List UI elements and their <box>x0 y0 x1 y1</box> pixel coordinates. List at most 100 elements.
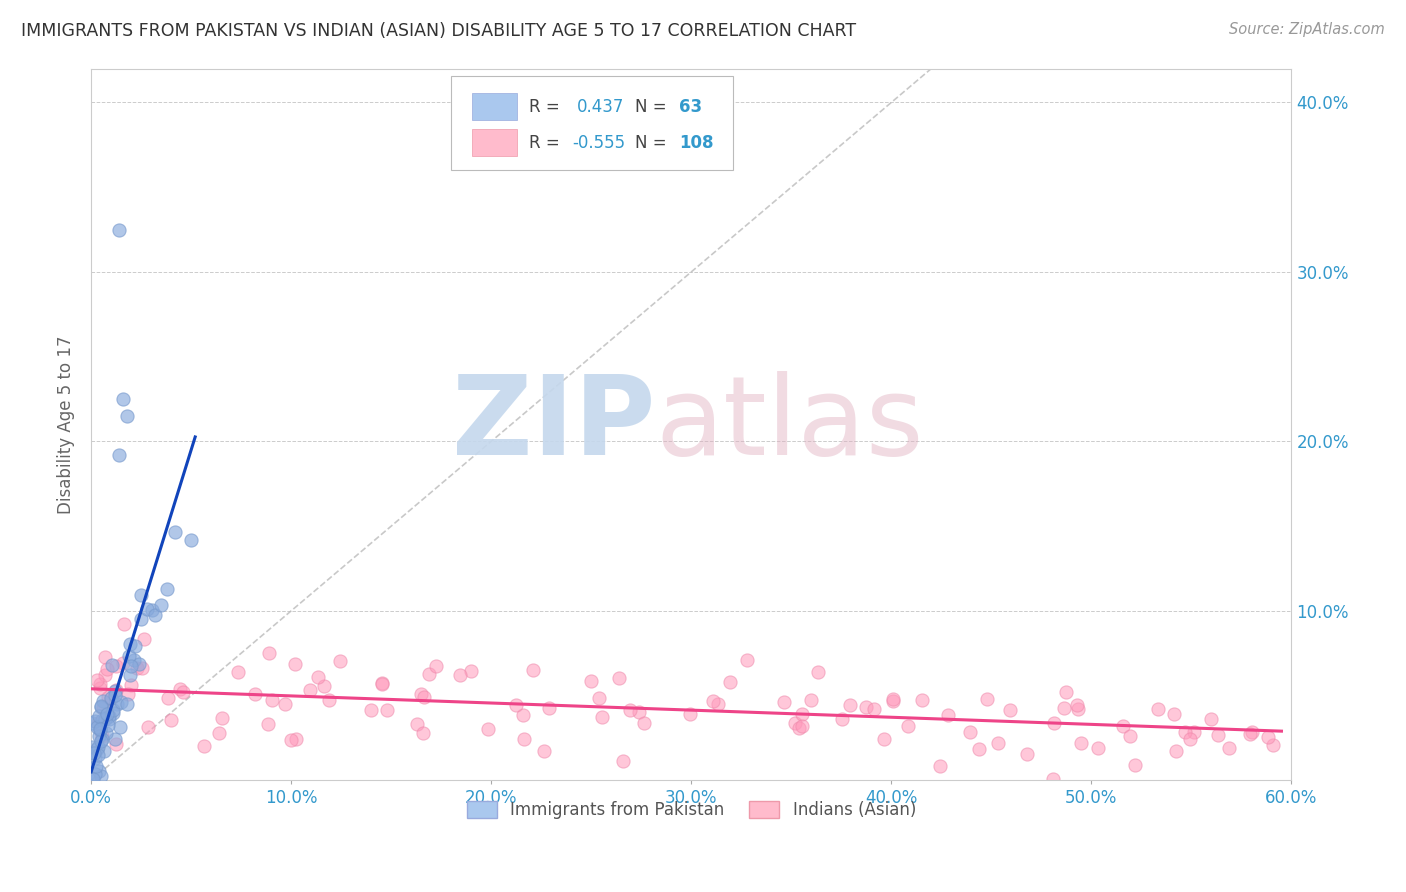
Point <box>1066 698 1088 713</box>
Point <box>94 668 117 682</box>
Point <box>101 703 124 717</box>
Point <box>839 698 862 712</box>
Point <box>100 658 122 673</box>
Text: -0.555: -0.555 <box>572 134 626 152</box>
Text: Source: ZipAtlas.com: Source: ZipAtlas.com <box>1229 22 1385 37</box>
Point <box>226 665 249 679</box>
Point <box>118 649 141 664</box>
Text: 0.437: 0.437 <box>578 98 624 116</box>
Point <box>533 744 555 758</box>
Point <box>117 688 139 702</box>
Point <box>129 612 152 626</box>
Point <box>87 709 110 723</box>
Point <box>706 697 728 711</box>
Point <box>122 653 145 667</box>
Point <box>91 729 114 743</box>
Point <box>512 708 534 723</box>
Point <box>91 731 114 746</box>
Point <box>1070 736 1092 750</box>
Point <box>84 751 107 765</box>
Text: IMMIGRANTS FROM PAKISTAN VS INDIAN (ASIAN) DISABILITY AGE 5 TO 17 CORRELATION CH: IMMIGRANTS FROM PAKISTAN VS INDIAN (ASIA… <box>21 22 856 40</box>
Point <box>371 676 394 690</box>
Point <box>329 654 352 668</box>
Point <box>412 726 434 740</box>
Point <box>110 720 132 734</box>
Point <box>628 706 651 720</box>
Point <box>262 692 284 706</box>
Point <box>588 690 610 705</box>
Point <box>89 723 111 738</box>
Point <box>1042 716 1064 731</box>
Point <box>1000 703 1022 717</box>
Point <box>274 698 297 712</box>
Text: 63: 63 <box>679 98 703 116</box>
Point <box>90 734 112 748</box>
Point <box>360 703 382 717</box>
Point <box>789 721 811 735</box>
Point <box>863 702 886 716</box>
Point <box>873 732 896 747</box>
Point <box>89 681 111 696</box>
Point <box>522 663 544 677</box>
Point <box>97 718 120 732</box>
Point <box>157 690 180 705</box>
Point <box>165 524 187 539</box>
Point <box>959 724 981 739</box>
Point <box>91 694 114 708</box>
Point <box>1178 732 1201 747</box>
Point <box>987 736 1010 750</box>
Point <box>800 692 823 706</box>
Point <box>111 657 134 671</box>
Point <box>172 685 194 699</box>
Point <box>180 533 202 548</box>
Point <box>86 721 108 735</box>
Point <box>131 661 153 675</box>
Point <box>377 703 399 717</box>
Point <box>87 739 110 754</box>
Point <box>1053 701 1076 715</box>
Point <box>105 682 128 697</box>
Point <box>1042 772 1064 786</box>
Point <box>93 744 115 758</box>
Point <box>591 710 613 724</box>
Point <box>413 690 436 704</box>
Point <box>82 772 104 786</box>
Point <box>406 716 429 731</box>
Point <box>612 754 634 768</box>
Point <box>1184 725 1206 739</box>
Point <box>718 675 741 690</box>
Point <box>911 693 934 707</box>
Point <box>193 739 215 753</box>
Point <box>112 392 135 406</box>
Point <box>86 673 108 687</box>
FancyBboxPatch shape <box>451 77 734 170</box>
Point <box>773 695 796 709</box>
Point <box>409 687 432 701</box>
Point <box>86 742 108 756</box>
Point <box>136 721 159 735</box>
Point <box>976 692 998 706</box>
Point <box>94 649 117 664</box>
Point <box>100 691 122 706</box>
Point <box>108 448 131 462</box>
Point <box>105 658 128 673</box>
Point <box>110 696 132 710</box>
Point <box>967 741 990 756</box>
Point <box>679 707 702 722</box>
Point <box>127 661 149 675</box>
Point <box>159 713 181 727</box>
Point <box>136 602 159 616</box>
Y-axis label: Disability Age 5 to 17: Disability Age 5 to 17 <box>58 335 75 514</box>
Point <box>108 222 131 236</box>
Point <box>1206 728 1229 742</box>
Point <box>97 708 120 723</box>
Point <box>1239 727 1261 741</box>
Point <box>115 697 138 711</box>
Point <box>98 713 121 727</box>
Point <box>100 690 122 705</box>
Point <box>1164 744 1187 758</box>
Point <box>1199 712 1222 726</box>
Point <box>1261 738 1284 752</box>
Point <box>243 687 266 701</box>
Point <box>208 726 231 740</box>
